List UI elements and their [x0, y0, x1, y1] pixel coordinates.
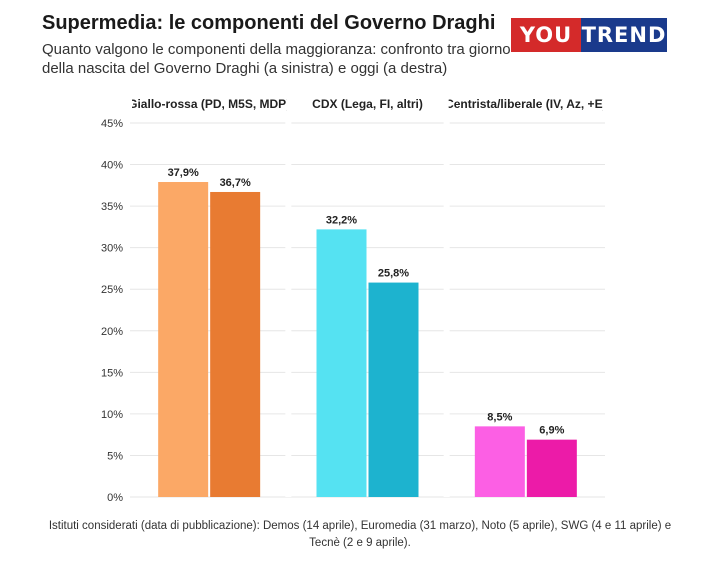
y-tick-label: 0% [107, 492, 123, 504]
panel-divider [285, 113, 292, 497]
bar [210, 191, 261, 497]
bar [526, 439, 577, 497]
panel-label: Giallo-rossa (PD, M5S, MDP) [128, 97, 290, 111]
bar [316, 229, 367, 498]
data-label: 37,9% [168, 167, 199, 179]
panel-label: Centrista/liberale (IV, Az, +E) [445, 97, 607, 111]
y-tick-label: 45% [101, 118, 123, 130]
logo-trend-text: TREND [581, 23, 667, 47]
data-label: 6,9% [539, 425, 564, 437]
data-label: 8,5% [487, 411, 512, 423]
chart-subtitle: Quanto valgono le componenti della maggi… [42, 41, 511, 77]
logo-you-text: YOU [511, 18, 581, 52]
y-tick-label: 25% [101, 284, 123, 296]
y-tick-label: 5% [107, 450, 123, 462]
y-tick-label: 35% [101, 201, 123, 213]
data-label: 25,8% [378, 268, 409, 280]
y-tick-label: 10% [101, 409, 123, 421]
panel-divider [443, 113, 450, 497]
data-label: 36,7% [220, 177, 251, 189]
chart-title: Supermedia: le componenti del Governo Dr… [42, 12, 496, 34]
source-caption: Istituti considerati (data di pubblicazi… [48, 520, 672, 549]
youtrend-logo: YOU TREND [511, 18, 667, 52]
bar [368, 282, 419, 497]
y-tick-label: 40% [101, 160, 123, 172]
data-label: 32,2% [326, 214, 357, 226]
bar [474, 426, 525, 497]
panel-label: CDX (Lega, FI, altri) [312, 97, 423, 111]
y-tick-label: 20% [101, 326, 123, 338]
y-tick-label: 15% [101, 367, 123, 379]
bar [158, 182, 209, 497]
y-tick-label: 30% [101, 243, 123, 255]
